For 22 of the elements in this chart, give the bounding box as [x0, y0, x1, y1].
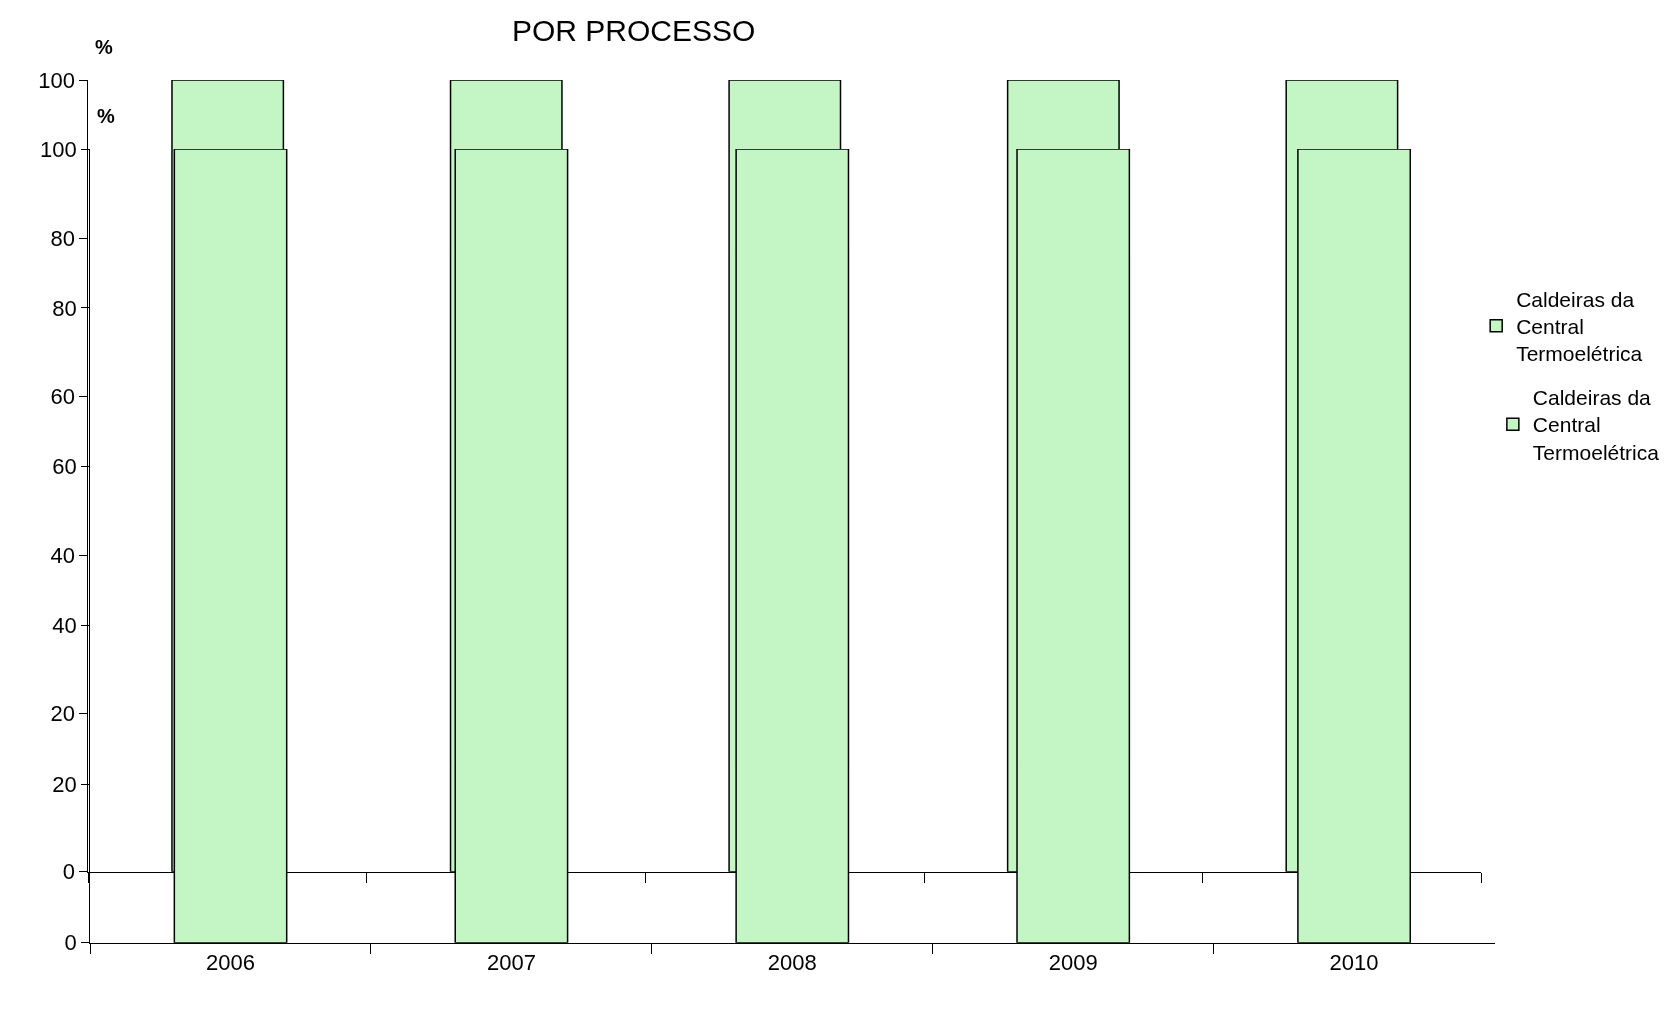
y-tick-label: 100	[39, 136, 77, 162]
y-tick-label: 40	[52, 612, 77, 638]
y-tick-label: 60	[50, 384, 75, 410]
y-tick-label: 40	[50, 542, 75, 568]
x-tick-label: 2007	[486, 950, 536, 976]
chart-title: POR PROCESSO	[512, 14, 756, 47]
x-tick-label: 2008	[767, 950, 817, 976]
y-tick-label: 80	[52, 295, 77, 321]
y-tick-label: 80	[50, 226, 75, 252]
y-tick-label: 60	[52, 454, 77, 480]
y-tick-label: 20	[52, 771, 77, 797]
y-tick-label: 100	[38, 67, 75, 93]
y-tick-label: 0	[62, 859, 75, 885]
y-tick-label: 0	[64, 930, 77, 956]
legend-label: Caldeiras da Central Termoelétrica	[1532, 386, 1660, 464]
x-tick-label: 2006	[206, 950, 255, 976]
legend-label: Caldeiras da Central Termoelétrica	[1516, 287, 1643, 366]
x-tick-label: 2009	[1048, 950, 1098, 976]
y-axis-title: %	[97, 105, 115, 127]
y-axis-title: %	[95, 36, 113, 58]
y-tick-label: 20	[50, 701, 75, 727]
x-tick-label: 2010	[1329, 950, 1379, 976]
